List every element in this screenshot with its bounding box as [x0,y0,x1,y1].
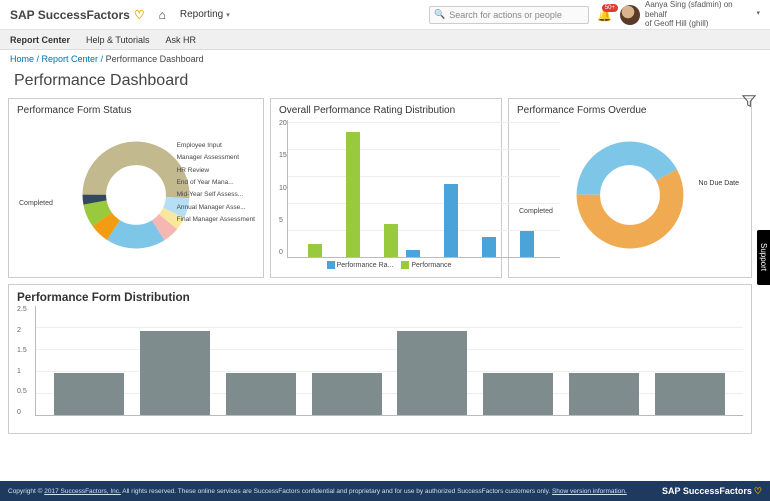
tile4-yaxis: 00.511.522.5 [17,306,35,416]
avatar [620,5,640,25]
legend-swatch-green [401,261,409,269]
tab-report-center[interactable]: Report Center [10,35,70,45]
user-text: Aanya Sing (sfadmin) on behalf of Geoff … [645,0,751,29]
search-icon: 🔍 [434,9,445,20]
tile2-chart: 05101520 [279,120,493,258]
chevron-down-icon: ▾ [756,10,760,18]
bar [384,224,398,257]
dashboard-row-2: Performance Form Distribution 00.511.522… [8,284,762,434]
tab-askhr[interactable]: Ask HR [166,35,197,45]
breadcrumb: Home / Report Center / Performance Dashb… [0,50,770,68]
tile1-legend: Employee InputManager AssessmentHR Revie… [177,140,255,226]
bar [346,132,360,257]
brand-text: SAP SuccessFactors [10,8,130,22]
support-tab[interactable]: Support [757,230,770,285]
tile3-chart: Completed No Due Date [517,120,743,270]
notifications-button[interactable]: 🔔 50+ [597,8,612,22]
top-header: SAP SuccessFactors ♡ ⌂ Reporting ▾ 🔍 Sea… [0,0,770,30]
bar [444,184,458,257]
tile-performance-form-status[interactable]: Performance Form Status Completed Employ… [8,98,264,278]
tile-rating-distribution[interactable]: Overall Performance Rating Distribution … [270,98,502,278]
bar [655,373,725,415]
tab-help[interactable]: Help & Tutorials [86,35,150,45]
tile2-title: Overall Performance Rating Distribution [279,105,493,116]
tile4-title: Performance Form Distribution [17,291,743,304]
tile3-left-label: Completed [519,208,553,215]
chevron-down-icon: ▾ [226,11,230,19]
bar [569,373,639,415]
user-menu[interactable]: Aanya Sing (sfadmin) on behalf of Geoff … [620,0,760,29]
bar [312,373,382,415]
dashboard: Performance Form Status Completed Employ… [0,98,770,434]
tile1-chart: Completed Employee InputManager Assessme… [17,120,255,270]
donut-chart [81,140,191,250]
dashboard-row-1: Performance Form Status Completed Employ… [8,98,762,278]
bar [482,237,496,257]
legend-swatch-blue [327,261,335,269]
copyright-link[interactable]: 2017 SuccessFactors, Inc. [44,488,121,495]
tile1-left-label: Completed [19,200,53,207]
bar [406,250,420,257]
tile2-legend: Performance Ra... Performance [279,261,493,269]
bar [140,331,210,415]
footer-text: Copyright © 2017 SuccessFactors, Inc. Al… [8,488,627,495]
page-title: Performance Dashboard [0,68,770,98]
search-input[interactable]: 🔍 Search for actions or people [429,6,589,24]
crumb-home[interactable]: Home [10,54,34,64]
bar [226,373,296,415]
notif-badge: 50+ [602,4,618,12]
filter-icon[interactable] [742,94,756,111]
bar [483,373,553,415]
tile-forms-overdue[interactable]: Performance Forms Overdue Completed No D… [508,98,752,278]
secondary-nav: Report Center Help & Tutorials Ask HR [0,30,770,50]
tile2-yaxis: 05101520 [279,120,287,258]
version-link[interactable]: Show version information. [552,488,627,495]
tile4-chart: 00.511.522.5 [17,306,743,416]
nav-reporting-label: Reporting [180,9,223,20]
tile3-title: Performance Forms Overdue [517,105,743,116]
heart-icon: ♡ [134,8,145,22]
tile4-plot [35,306,743,416]
home-icon[interactable]: ⌂ [159,8,166,22]
crumb-report-center[interactable]: Report Center [42,54,99,64]
tile1-title: Performance Form Status [17,105,255,116]
bar [54,373,124,415]
bar [308,244,322,257]
tile-form-distribution[interactable]: Performance Form Distribution 00.511.522… [8,284,752,434]
search-placeholder: Search for actions or people [449,10,562,20]
footer-brand: SAP SuccessFactors♡ [662,486,762,497]
crumb-current: Performance Dashboard [106,54,204,64]
nav-reporting[interactable]: Reporting ▾ [180,9,230,20]
bar [397,331,467,415]
footer: Copyright © 2017 SuccessFactors, Inc. Al… [0,481,770,501]
brand: SAP SuccessFactors ♡ [10,8,145,22]
donut-chart [575,140,685,250]
tile3-right-label: No Due Date [699,180,739,187]
